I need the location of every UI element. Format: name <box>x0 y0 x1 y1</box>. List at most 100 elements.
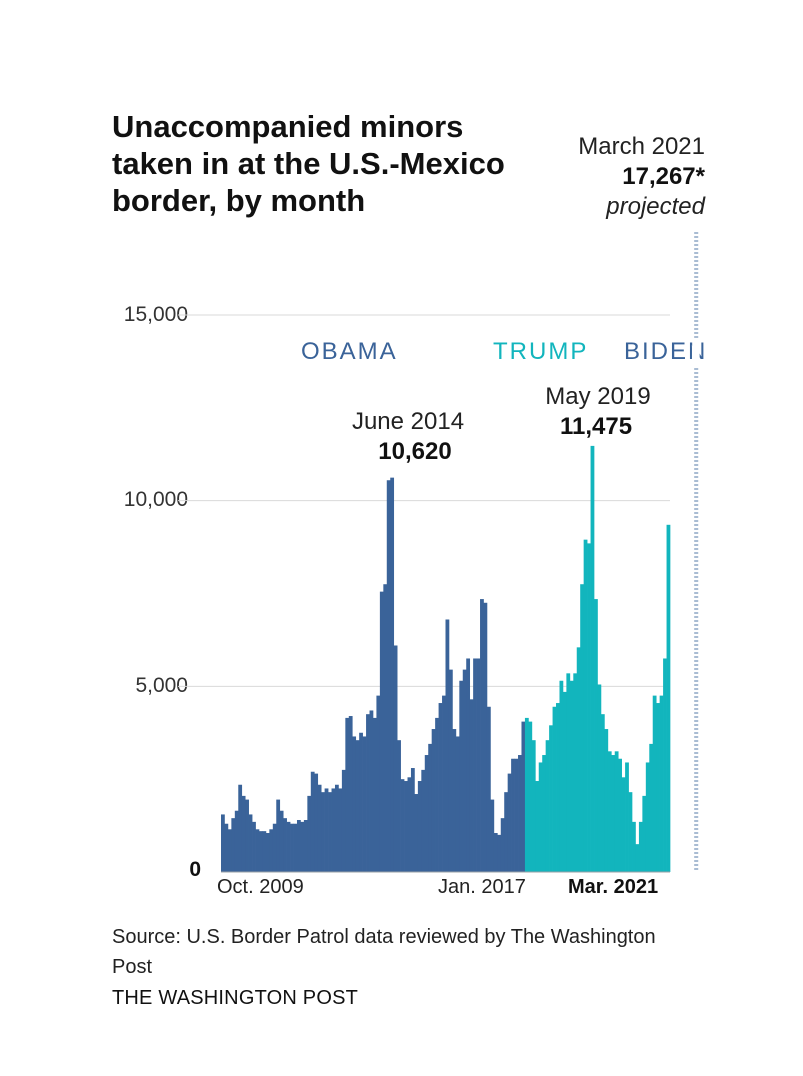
bar-26 <box>310 771 315 872</box>
bar-118 <box>628 792 633 872</box>
bar-93 <box>542 755 547 872</box>
bar-125 <box>652 695 657 872</box>
bar-61 <box>431 729 436 872</box>
bar-104 <box>580 584 584 872</box>
bar-19 <box>286 821 291 872</box>
bar-123 <box>645 762 650 872</box>
bar-6 <box>241 795 246 872</box>
y-tick-label-5000: 5,000 <box>135 674 188 697</box>
bar-71 <box>466 658 471 872</box>
bar-74 <box>476 658 481 872</box>
bar-25 <box>307 795 312 872</box>
annotation-march-2021-note: projected <box>606 193 705 220</box>
bar-39 <box>355 740 360 872</box>
x-tick-label-oct-2009: Oct. 2009 <box>217 876 304 898</box>
annotation-may-2019-value: 11,475 <box>559 413 633 440</box>
bar-9 <box>252 821 256 872</box>
bar-57 <box>417 781 422 872</box>
bar-126 <box>656 703 660 872</box>
annotation-june-2014-value: 10,620 <box>378 438 452 465</box>
bar-76 <box>483 602 488 872</box>
bar-56 <box>414 794 419 872</box>
bar-10 <box>255 829 260 872</box>
bar-41 <box>362 736 367 872</box>
bar-47 <box>383 584 388 872</box>
bar-105 <box>583 539 588 872</box>
bar-46 <box>379 591 384 872</box>
x-tick-label-mar-2021: Mar. 2021 <box>568 876 659 898</box>
annotation-may-2019: May 2019 11,475 <box>508 382 688 442</box>
bar-75 <box>480 599 484 872</box>
bar-111 <box>604 729 609 872</box>
bar-0 <box>221 814 225 872</box>
bar-68 <box>455 736 460 872</box>
bar-88 <box>524 717 529 872</box>
bar-97 <box>556 703 560 872</box>
bar-32 <box>331 788 336 872</box>
bar-1 <box>224 823 229 872</box>
bar-99 <box>562 691 567 872</box>
y-tick-label-10000: 10,000 <box>123 488 188 511</box>
bar-109 <box>597 684 602 872</box>
bar-65 <box>445 619 450 872</box>
bar-108 <box>594 599 598 872</box>
bar-20 <box>290 823 294 872</box>
bar-35 <box>341 769 346 872</box>
projected-bar-label-gap <box>692 340 700 366</box>
annotation-june-2014: June 2014 10,620 <box>318 407 498 467</box>
bar-77 <box>486 706 491 872</box>
bar-55 <box>410 768 415 872</box>
bar-59 <box>424 755 429 872</box>
bar-69 <box>459 680 464 872</box>
bar-100 <box>566 673 571 872</box>
bar-23 <box>300 821 305 872</box>
bar-83 <box>507 773 512 872</box>
bar-27 <box>314 773 319 872</box>
publisher-credit: THE WASHINGTON POST <box>112 987 359 1009</box>
bar-30 <box>324 788 329 872</box>
bar-13 <box>265 833 270 872</box>
bar-112 <box>607 751 612 872</box>
bar-110 <box>600 714 605 872</box>
bar-122 <box>642 795 647 872</box>
bar-102 <box>573 673 578 872</box>
bar-17 <box>279 810 284 872</box>
bar-11 <box>258 831 263 872</box>
bar-113 <box>611 755 616 872</box>
bar-45 <box>376 695 381 872</box>
bar-124 <box>649 743 654 872</box>
bar-106 <box>587 543 591 872</box>
bar-43 <box>369 710 374 872</box>
bar-73 <box>473 658 477 872</box>
chart-title: Unaccompanied minors taken in at the U.S… <box>112 109 505 218</box>
bar-121 <box>638 821 643 872</box>
era-label-obama: OBAMA <box>301 338 398 365</box>
bar-50 <box>393 645 398 872</box>
bar-60 <box>428 743 433 872</box>
era-label-trump: TRUMP <box>493 338 589 365</box>
bar-52 <box>400 779 405 872</box>
bar-58 <box>421 769 426 872</box>
bar-16 <box>276 799 281 872</box>
bar-28 <box>317 784 322 872</box>
era-label-biden: BIDEN <box>624 338 708 365</box>
bar-119 <box>632 821 636 872</box>
bar-53 <box>404 781 408 872</box>
bar-31 <box>328 792 332 872</box>
bar-127 <box>659 695 664 872</box>
bar-129 <box>666 524 671 872</box>
bar-79 <box>493 833 498 872</box>
bar-12 <box>262 831 267 872</box>
bar-29 <box>321 792 325 872</box>
bar-42 <box>366 714 370 872</box>
projection-marker <box>221 232 700 873</box>
bar-54 <box>407 777 412 872</box>
bar-107 <box>590 445 595 872</box>
bar-66 <box>448 669 453 872</box>
bar-70 <box>462 669 467 872</box>
bar-67 <box>452 729 457 872</box>
bar-22 <box>296 820 301 872</box>
y-tick-label-15000: 15,000 <box>123 303 188 326</box>
bar-44 <box>372 717 377 872</box>
